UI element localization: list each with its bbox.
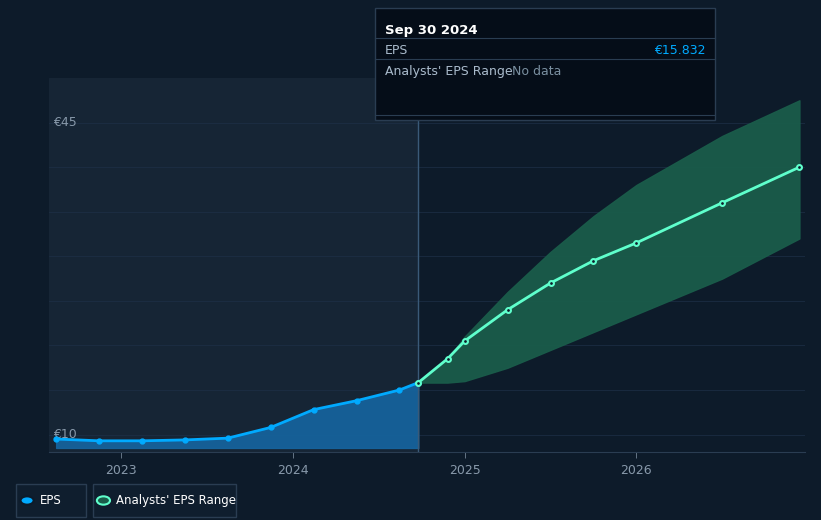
Text: No data: No data — [512, 65, 562, 78]
Text: EPS: EPS — [39, 494, 61, 507]
Text: €10: €10 — [53, 428, 76, 441]
Text: Analysts' EPS Range: Analysts' EPS Range — [385, 65, 512, 78]
Text: Analysts' EPS Range: Analysts' EPS Range — [116, 494, 236, 507]
Bar — [49, 78, 419, 452]
Text: €45: €45 — [53, 116, 76, 129]
Text: EPS: EPS — [385, 44, 408, 57]
Text: €15.832: €15.832 — [654, 44, 705, 57]
Text: Actual: Actual — [375, 95, 415, 108]
Text: Sep 30 2024: Sep 30 2024 — [385, 23, 478, 36]
Text: Analysts Forecasts: Analysts Forecasts — [428, 95, 544, 108]
